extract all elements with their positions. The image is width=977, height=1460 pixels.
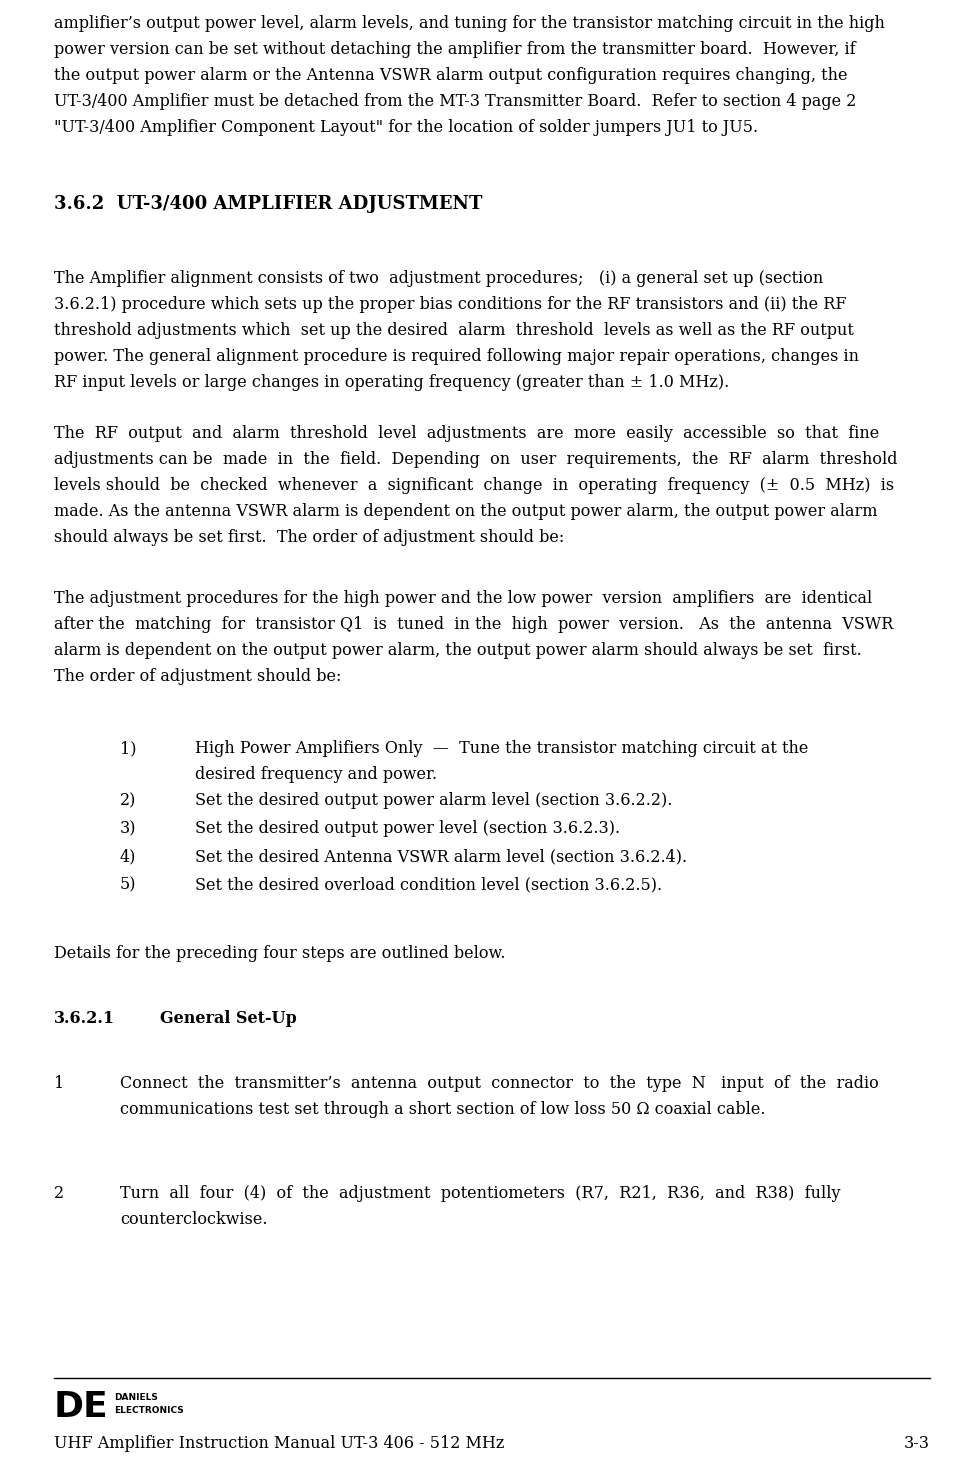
Text: 1: 1: [54, 1075, 64, 1092]
Text: Details for the preceding four steps are outlined below.: Details for the preceding four steps are…: [54, 945, 505, 962]
Text: 4): 4): [120, 848, 136, 864]
Text: The adjustment procedures for the high power and the low power  version  amplifi: The adjustment procedures for the high p…: [54, 590, 871, 607]
Text: 3.6.2  UT-3/400 AMPLIFIER ADJUSTMENT: 3.6.2 UT-3/400 AMPLIFIER ADJUSTMENT: [54, 196, 482, 213]
Text: after the  matching  for  transistor Q1  is  tuned  in the  high  power  version: after the matching for transistor Q1 is …: [54, 616, 892, 634]
Text: Set the desired output power alarm level (section 3.6.2.2).: Set the desired output power alarm level…: [194, 791, 672, 809]
Text: Set the desired Antenna VSWR alarm level (section 3.6.2.4).: Set the desired Antenna VSWR alarm level…: [194, 848, 687, 864]
Text: 5): 5): [120, 876, 137, 894]
Text: RF input levels or large changes in operating frequency (greater than ± 1.0 MHz): RF input levels or large changes in oper…: [54, 374, 729, 391]
Text: The  RF  output  and  alarm  threshold  level  adjustments  are  more  easily  a: The RF output and alarm threshold level …: [54, 425, 878, 442]
Text: High Power Amplifiers Only  —  Tune the transistor matching circuit at the: High Power Amplifiers Only — Tune the tr…: [194, 740, 808, 756]
Text: desired frequency and power.: desired frequency and power.: [194, 766, 437, 783]
Text: DE: DE: [54, 1390, 108, 1423]
Text: power version can be set without detaching the amplifier from the transmitter bo: power version can be set without detachi…: [54, 41, 855, 58]
Text: 3-3: 3-3: [903, 1435, 929, 1453]
Text: power. The general alignment procedure is required following major repair operat: power. The general alignment procedure i…: [54, 347, 858, 365]
Text: alarm is dependent on the output power alarm, the output power alarm should alwa: alarm is dependent on the output power a…: [54, 642, 861, 658]
Text: ELECTRONICS: ELECTRONICS: [114, 1406, 184, 1415]
Text: UT-3/400 Amplifier must be detached from the MT-3 Transmitter Board.  Refer to s: UT-3/400 Amplifier must be detached from…: [54, 93, 856, 110]
Text: threshold adjustments which  set up the desired  alarm  threshold  levels as wel: threshold adjustments which set up the d…: [54, 323, 853, 339]
Text: 1): 1): [120, 740, 137, 756]
Text: the output power alarm or the Antenna VSWR alarm output configuration requires c: the output power alarm or the Antenna VS…: [54, 67, 847, 85]
Text: DANIELS: DANIELS: [114, 1393, 157, 1402]
Text: amplifier’s output power level, alarm levels, and tuning for the transistor matc: amplifier’s output power level, alarm le…: [54, 15, 884, 32]
Text: "UT-3/400 Amplifier Component Layout" for the location of solder jumpers JU1 to : "UT-3/400 Amplifier Component Layout" fo…: [54, 120, 757, 136]
Text: should always be set first.  The order of adjustment should be:: should always be set first. The order of…: [54, 529, 564, 546]
Text: Connect  the  transmitter’s  antenna  output  connector  to  the  type  N   inpu: Connect the transmitter’s antenna output…: [120, 1075, 878, 1092]
Text: 3.6.2.1: 3.6.2.1: [54, 1010, 115, 1026]
Text: The Amplifier alignment consists of two  adjustment procedures;   (i) a general : The Amplifier alignment consists of two …: [54, 270, 823, 288]
Text: The order of adjustment should be:: The order of adjustment should be:: [54, 669, 341, 685]
Text: made. As the antenna VSWR alarm is dependent on the output power alarm, the outp: made. As the antenna VSWR alarm is depen…: [54, 504, 876, 520]
Text: General Set-Up: General Set-Up: [160, 1010, 296, 1026]
Text: 2): 2): [120, 791, 136, 809]
Text: Turn  all  four  (4)  of  the  adjustment  potentiometers  (R7,  R21,  R36,  and: Turn all four (4) of the adjustment pote…: [120, 1186, 839, 1202]
Text: Set the desired overload condition level (section 3.6.2.5).: Set the desired overload condition level…: [194, 876, 661, 894]
Text: UHF Amplifier Instruction Manual UT-3 406 - 512 MHz: UHF Amplifier Instruction Manual UT-3 40…: [54, 1435, 504, 1453]
Text: counterclockwise.: counterclockwise.: [120, 1210, 268, 1228]
Text: Set the desired output power level (section 3.6.2.3).: Set the desired output power level (sect…: [194, 821, 619, 837]
Text: communications test set through a short section of low loss 50 Ω coaxial cable.: communications test set through a short …: [120, 1101, 765, 1118]
Text: 3): 3): [120, 821, 137, 837]
Text: adjustments can be  made  in  the  field.  Depending  on  user  requirements,  t: adjustments can be made in the field. De…: [54, 451, 897, 469]
Text: 2: 2: [54, 1186, 64, 1202]
Text: 3.6.2.1) procedure which sets up the proper bias conditions for the RF transisto: 3.6.2.1) procedure which sets up the pro…: [54, 296, 846, 312]
Text: levels should  be  checked  whenever  a  significant  change  in  operating  fre: levels should be checked whenever a sign…: [54, 477, 893, 493]
